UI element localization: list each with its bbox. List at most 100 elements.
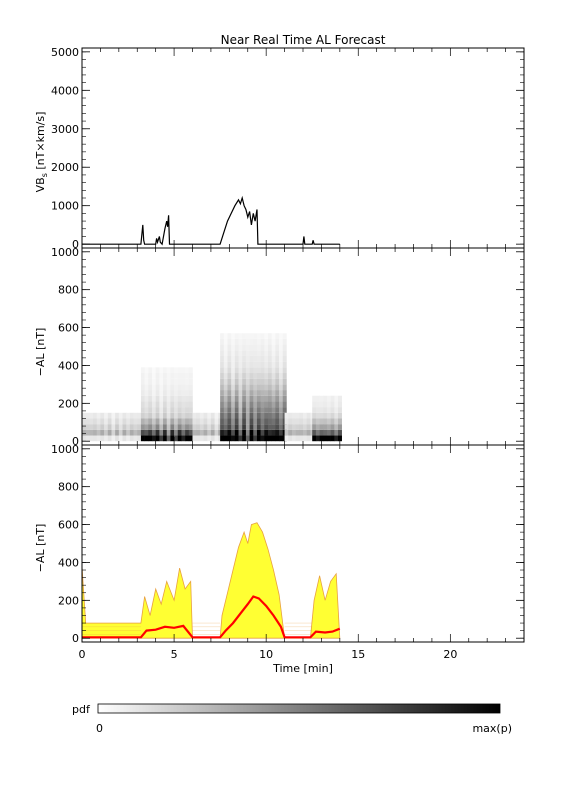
panel-vbs-frame <box>81 47 525 249</box>
pdf-cell <box>275 361 280 368</box>
pdf-cell <box>166 384 171 391</box>
pdf-cell <box>282 373 287 379</box>
pdf-cell <box>268 435 272 442</box>
pdf-cell <box>89 435 94 442</box>
y-tick-label: 600 <box>58 322 79 335</box>
pdf-cell <box>223 429 228 436</box>
pdf-cell <box>256 412 261 419</box>
pdf-cell <box>227 350 232 356</box>
pdf-cell <box>242 344 247 351</box>
pdf-cell <box>148 367 153 374</box>
pdf-cell <box>231 429 236 436</box>
pdf-cell <box>133 412 138 419</box>
pdf-cell <box>144 418 149 425</box>
pdf-cell <box>315 395 320 402</box>
pdf-cell <box>159 435 164 442</box>
pdf-cell <box>174 395 179 402</box>
pdf-cell <box>126 424 131 430</box>
pdf-cell <box>282 355 287 362</box>
pdf-cell <box>159 373 164 379</box>
pdf-cell <box>253 378 258 385</box>
pdf-cell <box>279 384 284 391</box>
pdf-cell <box>214 418 219 425</box>
panel-al-forecast-y-label: −AL [nT] <box>34 524 47 573</box>
pdf-cell <box>238 429 243 436</box>
pdf-cell <box>231 373 236 379</box>
pdf-cell <box>256 338 261 345</box>
pdf-cell <box>122 429 127 436</box>
pdf-cell <box>118 429 123 436</box>
pdf-cell <box>181 373 186 379</box>
pdf-cell <box>133 418 138 425</box>
pdf-cell <box>214 412 219 419</box>
pdf-cell <box>151 418 156 425</box>
pdf-cell <box>242 412 247 419</box>
y-tick-label: 1000 <box>51 200 79 213</box>
pdf-cell <box>177 407 182 413</box>
pdf-cell <box>234 435 239 442</box>
pdf-cell <box>129 418 134 425</box>
pdf-cell <box>188 412 193 419</box>
pdf-cell <box>227 435 232 442</box>
pdf-cell <box>144 395 149 402</box>
pdf-cell <box>163 384 168 391</box>
pdf-cell <box>231 355 236 362</box>
pdf-cell <box>282 378 287 385</box>
pdf-cell <box>260 355 265 362</box>
pdf-cell <box>299 418 304 425</box>
pdf-cell <box>185 429 190 436</box>
pdf-cell <box>275 429 280 436</box>
pdf-cell <box>323 401 328 408</box>
pdf-cell <box>166 373 171 379</box>
pdf-cell <box>275 418 280 425</box>
pdf-cell <box>227 412 232 419</box>
pdf-cell <box>242 355 247 362</box>
pdf-cell <box>337 412 342 419</box>
pdf-cell <box>231 338 236 345</box>
pdf-cell <box>100 429 105 436</box>
pdf-cell <box>234 395 239 402</box>
pdf-cell <box>245 367 250 374</box>
pdf-cell <box>312 407 317 413</box>
pdf-cell <box>181 367 186 374</box>
pdf-cell <box>93 435 98 442</box>
pdf-cell <box>234 424 239 430</box>
pdf-cell <box>334 412 339 419</box>
pdf-cell <box>185 373 190 379</box>
pdf-cell <box>253 373 258 379</box>
pdf-cell <box>163 435 168 442</box>
pdf-cell <box>203 418 208 425</box>
pdf-cell <box>234 367 239 374</box>
pdf-cell <box>238 350 243 356</box>
pdf-cell <box>271 373 276 379</box>
pdf-cell <box>115 412 120 419</box>
pdf-cell <box>268 378 272 385</box>
pdf-cell <box>199 424 204 430</box>
y-tick-label: 400 <box>58 556 79 569</box>
pdf-cell <box>192 412 197 419</box>
pdf-cell <box>282 401 287 408</box>
pdf-cell <box>323 412 328 419</box>
pdf-cell <box>129 429 134 436</box>
pdf-cell <box>253 429 258 436</box>
pdf-cell <box>104 435 109 442</box>
pdf-cell <box>151 407 156 413</box>
pdf-cell <box>100 424 105 430</box>
pdf-cell <box>227 367 232 374</box>
pdf-cell <box>282 333 287 339</box>
pdf-cell <box>268 424 272 430</box>
pdf-cell <box>140 401 145 408</box>
pdf-cell <box>177 395 182 402</box>
pdf-cell <box>303 424 307 430</box>
pdf-cell <box>268 350 272 356</box>
pdf-cell <box>93 429 98 436</box>
pdf-cell <box>231 350 236 356</box>
pdf-cell <box>238 333 243 339</box>
pdf-cell <box>185 367 190 374</box>
pdf-cell <box>295 412 300 419</box>
pdf-cell <box>177 429 182 436</box>
pdf-cell <box>245 390 250 396</box>
pdf-cell <box>271 390 276 396</box>
x-tick-label: 20 <box>443 648 457 661</box>
pdf-cell <box>231 333 236 339</box>
